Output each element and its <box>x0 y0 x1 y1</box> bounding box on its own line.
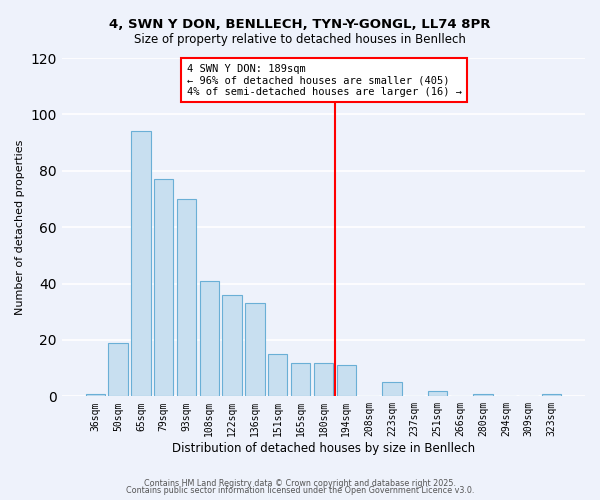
Bar <box>291 362 310 396</box>
Bar <box>268 354 287 397</box>
Bar <box>542 394 561 396</box>
Bar <box>245 304 265 396</box>
Text: Contains public sector information licensed under the Open Government Licence v3: Contains public sector information licen… <box>126 486 474 495</box>
Bar <box>382 382 401 396</box>
Bar <box>428 390 447 396</box>
Bar <box>154 179 173 396</box>
Bar <box>131 132 151 396</box>
Bar <box>200 280 219 396</box>
Bar <box>337 366 356 396</box>
Bar <box>314 362 333 396</box>
Text: Contains HM Land Registry data © Crown copyright and database right 2025.: Contains HM Land Registry data © Crown c… <box>144 478 456 488</box>
Bar <box>177 199 196 396</box>
Bar <box>473 394 493 396</box>
Bar <box>86 394 105 396</box>
X-axis label: Distribution of detached houses by size in Benllech: Distribution of detached houses by size … <box>172 442 475 455</box>
Bar <box>109 343 128 396</box>
Text: 4, SWN Y DON, BENLLECH, TYN-Y-GONGL, LL74 8PR: 4, SWN Y DON, BENLLECH, TYN-Y-GONGL, LL7… <box>109 18 491 30</box>
Bar <box>223 295 242 396</box>
Text: 4 SWN Y DON: 189sqm
← 96% of detached houses are smaller (405)
4% of semi-detach: 4 SWN Y DON: 189sqm ← 96% of detached ho… <box>187 64 461 97</box>
Text: Size of property relative to detached houses in Benllech: Size of property relative to detached ho… <box>134 32 466 46</box>
Y-axis label: Number of detached properties: Number of detached properties <box>15 140 25 315</box>
